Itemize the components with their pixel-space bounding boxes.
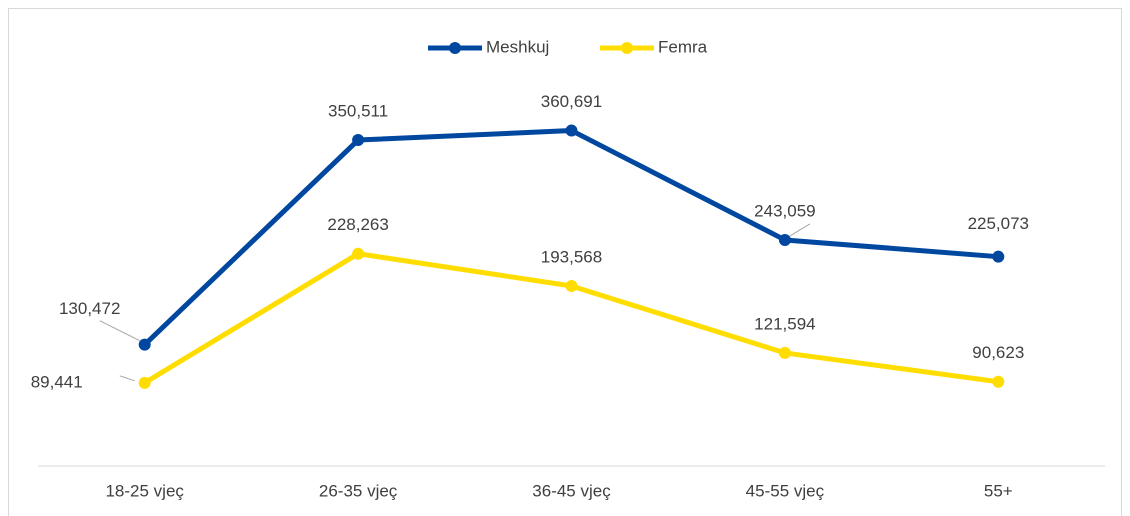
x-tick-label: 45-55 vjeç bbox=[746, 481, 825, 500]
point bbox=[565, 124, 578, 137]
point bbox=[352, 247, 365, 260]
point bbox=[992, 375, 1005, 388]
point bbox=[778, 233, 791, 246]
legend-marker bbox=[621, 42, 633, 54]
data-label: 228,263 bbox=[327, 215, 388, 234]
point bbox=[992, 250, 1005, 263]
chart-frame bbox=[8, 8, 1122, 516]
leader-line bbox=[119, 375, 135, 382]
data-label: 243,059 bbox=[754, 201, 815, 220]
x-tick-label: 18-25 vjeç bbox=[105, 481, 184, 500]
legend-label: Femra bbox=[658, 37, 708, 56]
point bbox=[138, 338, 151, 351]
x-tick-label: 26-35 vjeç bbox=[319, 481, 398, 500]
data-label: 130,472 bbox=[59, 299, 120, 318]
legend-label: Meshkuj bbox=[486, 37, 549, 56]
x-tick-label: 36-45 vjeç bbox=[532, 481, 611, 500]
data-label: 350,511 bbox=[328, 102, 388, 121]
data-label: 90,623 bbox=[972, 343, 1024, 362]
x-tick-label: 55+ bbox=[984, 481, 1013, 500]
point bbox=[565, 279, 578, 292]
point bbox=[352, 134, 365, 147]
data-label: 360,691 bbox=[541, 92, 602, 111]
leader-line bbox=[789, 223, 811, 237]
point bbox=[138, 376, 151, 389]
data-label: 193,568 bbox=[541, 247, 602, 266]
data-label: 121,594 bbox=[754, 314, 815, 333]
legend-marker bbox=[449, 42, 461, 54]
data-label: 225,073 bbox=[968, 214, 1029, 233]
leader-line bbox=[99, 320, 140, 342]
point bbox=[778, 346, 791, 359]
data-label: 89,441 bbox=[31, 372, 83, 391]
